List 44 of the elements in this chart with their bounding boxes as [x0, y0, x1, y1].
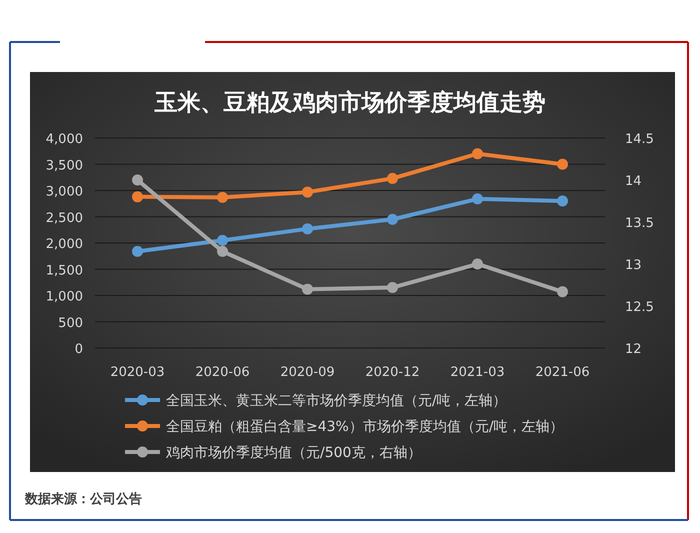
y2-tick-label: 14.5 [625, 132, 654, 147]
point [557, 158, 568, 170]
x-tick-label: 2020-03 [110, 365, 165, 380]
y-tick-label: 1,500 [46, 263, 83, 278]
legend-label: 全国豆粕（粗蛋白含量≥43%）市场价季度均值（元/吨，左轴） [166, 419, 564, 435]
point [217, 234, 228, 246]
point [302, 284, 313, 295]
point [387, 172, 398, 184]
point [217, 192, 228, 203]
y-tick-label: 2,000 [46, 237, 83, 252]
legend-label: 鸡肉市场价季度均值（元/500克，右轴） [165, 445, 422, 461]
point [132, 246, 143, 257]
point [472, 258, 483, 270]
y-tick-label: 1,000 [46, 290, 83, 304]
point [132, 191, 143, 202]
point [557, 286, 568, 298]
legend-label: 全国玉米、黄玉米二等市场价季度均值（元/吨，左轴） [166, 393, 507, 409]
y2-tick-label: 13.5 [625, 216, 654, 231]
point [387, 214, 398, 225]
y-tick-label: 500 [58, 316, 83, 331]
y-tick-label: 0 [74, 342, 83, 357]
x-tick-label: 2020-09 [280, 365, 335, 380]
point [302, 186, 313, 198]
point [472, 193, 483, 204]
point [217, 246, 228, 257]
y-tick-label: 3,000 [46, 184, 83, 200]
x-tick-label: 2021-06 [535, 365, 590, 380]
y-tick-label: 4,000 [46, 132, 83, 147]
point [387, 282, 398, 294]
point [472, 148, 483, 160]
y2-tick-label: 13 [625, 258, 642, 273]
y2-tick-label: 14 [625, 174, 642, 189]
x-tick-label: 2020-06 [195, 365, 250, 380]
chart-title: 玉米、豆粕及鸡肉市场价季度均值走势 [154, 89, 546, 116]
x-tick-label: 2020-12 [365, 365, 420, 380]
point [302, 223, 313, 234]
source-note: 数据来源：公司公告 [24, 491, 142, 507]
point [557, 196, 568, 206]
point [132, 174, 143, 186]
x-tick-label: 2021-03 [450, 365, 505, 380]
y2-tick-label: 12.5 [625, 300, 654, 315]
y2-tick-label: 12 [625, 342, 642, 357]
y-tick-label: 2,500 [46, 210, 83, 226]
y-tick-label: 3,500 [46, 158, 83, 174]
